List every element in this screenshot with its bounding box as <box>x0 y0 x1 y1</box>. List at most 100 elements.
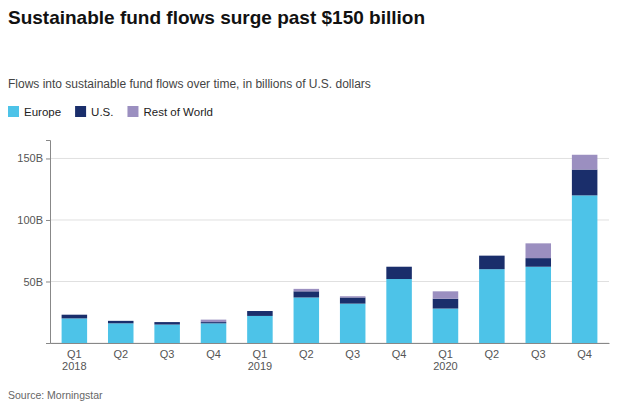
x-tick-label: Q3 <box>160 348 175 360</box>
bar <box>340 296 366 297</box>
x-tick: Q4 <box>392 348 407 360</box>
bar <box>525 258 551 267</box>
y-tick-label: 50B <box>23 276 43 288</box>
x-tick: Q3 <box>531 348 546 360</box>
x-tick: Q3 <box>160 348 175 360</box>
legend-item: Europe <box>8 106 61 118</box>
series <box>62 195 598 343</box>
x-tick: Q12019 <box>248 348 272 373</box>
legend-swatch <box>8 106 19 117</box>
x-tick: Q12018 <box>62 348 86 373</box>
bar <box>108 320 134 321</box>
x-tick-label-line: Q4 <box>577 348 592 360</box>
bar <box>479 269 505 343</box>
bar <box>108 323 134 343</box>
x-tick: Q4 <box>577 348 592 360</box>
x-tick-label: Q4 <box>392 348 407 360</box>
series <box>62 170 598 325</box>
bar <box>201 320 227 322</box>
legend-item: U.S. <box>75 106 113 118</box>
bar <box>340 304 366 343</box>
x-tick: Q4 <box>206 348 221 360</box>
y-tick-mark <box>46 343 50 344</box>
y-tick-mark <box>46 281 50 282</box>
source: Source: Morningstar <box>8 389 103 401</box>
grid-line <box>50 158 609 159</box>
x-tick: Q12020 <box>433 348 457 373</box>
bar <box>62 314 88 315</box>
legend-swatch <box>75 106 86 117</box>
x-tick-label-line: Q4 <box>206 348 221 360</box>
y-tick-mark <box>46 220 50 221</box>
bar <box>525 243 551 258</box>
x-tick-label-line: Q3 <box>345 348 360 360</box>
x-tick-label-line: Q1 <box>67 348 82 360</box>
x-tick-label: Q4 <box>577 348 592 360</box>
x-tick-label: Q2 <box>299 348 314 360</box>
bar <box>433 291 459 298</box>
legend-item: Rest of World <box>127 106 212 118</box>
bar <box>247 311 273 312</box>
bar <box>294 289 320 291</box>
x-tick-label: Q4 <box>206 348 221 360</box>
x-tick-label-line: 2019 <box>248 360 272 372</box>
grid <box>50 158 609 343</box>
x-tick-label-line: 2018 <box>62 360 86 372</box>
x-tick-label-line: 2020 <box>433 360 457 372</box>
y-tick: 100B <box>17 214 50 226</box>
bar <box>433 299 459 309</box>
x-tick-label-line: Q2 <box>299 348 314 360</box>
y-axis-line <box>46 141 51 344</box>
legend-label: Europe <box>24 106 61 118</box>
bar <box>154 322 180 324</box>
y-tick <box>46 343 50 344</box>
x-tick-label: Q2 <box>113 348 128 360</box>
bar <box>154 325 180 343</box>
x-tick: Q2 <box>485 348 500 360</box>
bar <box>479 256 505 270</box>
bar <box>201 322 227 323</box>
x-axis: Q12018Q2Q3Q4Q12019Q2Q3Q4Q12020Q2Q3Q4 <box>51 344 610 373</box>
y-tick: 150B <box>17 152 50 164</box>
bar <box>572 155 598 170</box>
x-tick-label-line: Q2 <box>113 348 128 360</box>
title: Sustainable fund flows surge past $150 b… <box>8 7 425 28</box>
plot: 50B100B150BQ12018Q2Q3Q4Q12019Q2Q3Q4Q1202… <box>17 141 609 373</box>
bar <box>294 291 320 297</box>
bar <box>62 315 88 319</box>
grid-line <box>50 343 609 344</box>
x-tick-label-line: Q1 <box>253 348 268 360</box>
chart: Sustainable fund flows surge past $150 b… <box>0 0 625 405</box>
grid-line <box>50 281 609 282</box>
x-tick: Q2 <box>113 348 128 360</box>
legend: Europe U.S. Rest of World <box>8 106 213 118</box>
bar <box>386 267 412 279</box>
bar <box>62 318 88 343</box>
x-tick-label-line: Q3 <box>531 348 546 360</box>
bar <box>386 266 412 267</box>
bar <box>572 170 598 196</box>
series <box>201 155 598 322</box>
y-tick: 50B <box>23 276 50 288</box>
y-tick-label: 150B <box>17 152 43 164</box>
bar <box>247 316 273 343</box>
bar <box>479 255 505 256</box>
y-axis: 50B 100B 150B <box>17 141 50 344</box>
bars <box>62 155 598 343</box>
x-tick-label-line: Q3 <box>160 348 175 360</box>
bar <box>201 323 227 343</box>
bar <box>294 297 320 343</box>
x-tick-label-line: Q2 <box>485 348 500 360</box>
subtitle: Flows into sustainable fund flows over t… <box>8 77 371 91</box>
x-tick-label: Q3 <box>531 348 546 360</box>
x-tick-label: Q2 <box>485 348 500 360</box>
x-tick-label: Q12019 <box>248 348 272 373</box>
legend-swatch <box>127 106 138 117</box>
bar <box>525 267 551 343</box>
bar <box>340 297 366 303</box>
x-tick-label: Q12020 <box>433 348 457 373</box>
x-tick-label-line: Q4 <box>392 348 407 360</box>
x-tick-label: Q12018 <box>62 348 86 373</box>
legend-label: U.S. <box>91 106 113 118</box>
bar <box>247 311 273 316</box>
